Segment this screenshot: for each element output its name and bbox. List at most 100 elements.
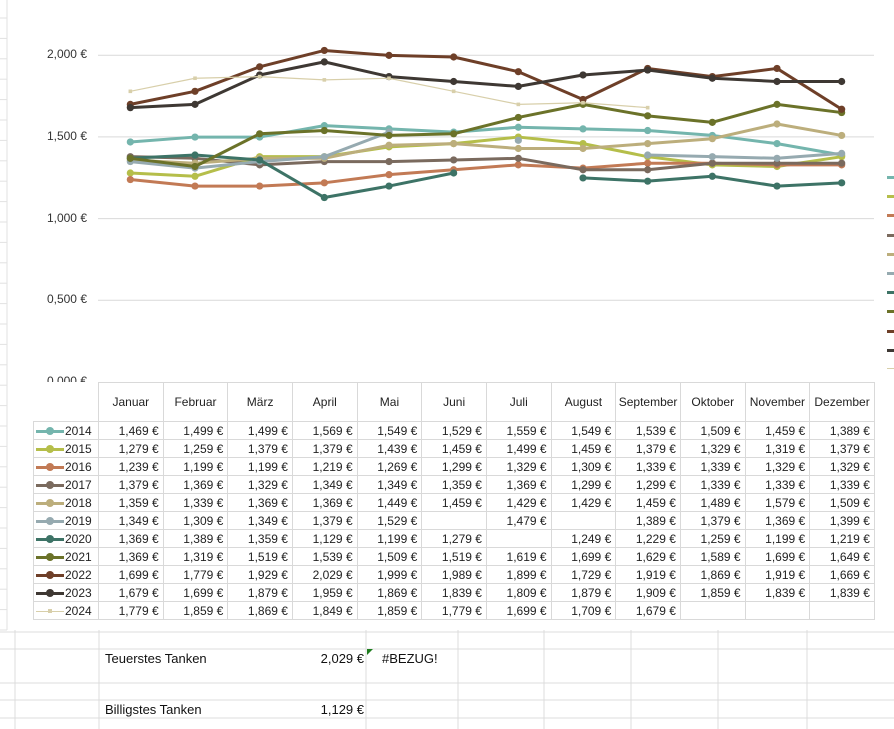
table-cell: 1,929 € <box>227 565 293 584</box>
data-point-2016 <box>320 179 328 187</box>
table-cell: 1,429 € <box>485 493 552 512</box>
table-cell: 1,459 € <box>615 493 681 512</box>
series-name: 2016 <box>65 459 92 474</box>
data-point-2021 <box>708 118 716 126</box>
table-cell: 1,459 € <box>550 439 617 458</box>
data-point-2018 <box>644 139 652 148</box>
data-point-2018 <box>514 144 522 153</box>
table-cell: 1,369 € <box>485 475 552 494</box>
data-point-2024 <box>581 100 585 105</box>
table-cell: 1,319 € <box>744 439 811 458</box>
table-cell: 1,429 € <box>550 493 617 512</box>
most-expensive-label[interactable]: Teuerstes Tanken <box>105 651 207 666</box>
month-header: Juni <box>421 382 487 422</box>
table-cell: 1,459 € <box>744 421 811 440</box>
month-header: Februar <box>162 382 229 422</box>
data-point-2016 <box>385 171 393 179</box>
data-point-2018 <box>579 144 587 153</box>
month-header: November <box>744 382 811 422</box>
data-point-2014 <box>579 125 587 133</box>
table-cell: 1,989 € <box>421 565 487 584</box>
data-point-2017 <box>838 159 846 167</box>
table-cell: 1,959 € <box>291 583 358 602</box>
table-row: 2016 1,239 €1,199 €1,199 €1,219 €1,269 €1… <box>33 457 875 476</box>
data-point-2017 <box>450 156 458 164</box>
table-row: 2020 1,369 €1,389 €1,359 €1,129 €1,199 €1… <box>33 529 875 548</box>
table-cell: 1,379 € <box>615 439 681 458</box>
table-cell: 1,369 € <box>162 475 229 494</box>
table-cell: 1,839 € <box>809 583 875 602</box>
data-point-2023 <box>450 77 458 86</box>
data-point-2014 <box>126 138 134 146</box>
data-point-2023 <box>773 77 781 86</box>
data-point-2022 <box>191 87 199 95</box>
series-name: 2023 <box>65 585 92 600</box>
data-point-2017 <box>385 157 393 166</box>
table-row: 2023 1,679 €1,699 €1,879 €1,959 €1,869 €1… <box>33 583 875 602</box>
table-cell: 1,129 € <box>291 529 358 548</box>
table-cell: 1,569 € <box>291 421 358 440</box>
data-point-2014 <box>773 139 781 148</box>
series-name: 2014 <box>65 423 92 438</box>
legend-entry-2018 <box>887 252 894 256</box>
most-expensive-value[interactable]: 2,029 € <box>320 651 364 666</box>
data-point-2022 <box>256 63 264 71</box>
month-header: Oktober <box>679 382 746 422</box>
data-point-2020 <box>838 179 846 187</box>
legend-entry-2014 <box>887 176 894 179</box>
table-cell: 1,399 € <box>809 511 875 530</box>
table-cell: 1,219 € <box>809 529 875 548</box>
cheapest-label[interactable]: Billigstes Tanken <box>105 702 202 717</box>
series-legend-key: 2021 <box>33 547 99 566</box>
table-cell: 1,229 € <box>615 529 681 548</box>
table-cell: 1,369 € <box>227 493 293 512</box>
table-cell: 1,349 € <box>291 475 358 494</box>
data-point-2016 <box>126 175 134 184</box>
data-point-2020 <box>579 174 587 182</box>
table-cell: 1,389 € <box>615 511 681 530</box>
data-point-2019 <box>514 136 522 144</box>
data-point-2016 <box>191 182 199 190</box>
table-cell: 1,349 € <box>227 511 293 530</box>
table-cell: 1,509 € <box>809 493 875 512</box>
data-point-2014 <box>191 133 199 141</box>
month-header: August <box>550 382 617 422</box>
data-point-2023 <box>838 77 846 86</box>
reference-error-cell[interactable]: #BEZUG! <box>382 651 438 666</box>
series-line-2024 <box>130 76 648 109</box>
data-point-2020 <box>450 169 458 177</box>
legend-swatch <box>36 443 64 455</box>
table-cell: 1,199 € <box>162 457 229 476</box>
table-row: 2018 1,359 €1,339 €1,369 €1,369 €1,449 €1… <box>33 493 875 512</box>
legend-swatch <box>36 587 64 599</box>
data-point-2021 <box>385 131 393 140</box>
data-point-2018 <box>708 135 716 143</box>
table-cell: 1,299 € <box>550 475 617 494</box>
error-indicator-icon <box>367 649 373 655</box>
table-cell: 1,849 € <box>291 601 358 620</box>
data-point-2022 <box>385 51 393 59</box>
table-cell: 1,379 € <box>679 511 746 530</box>
table-cell: 1,619 € <box>485 547 552 566</box>
table-cell: 1,859 € <box>356 601 423 620</box>
series-2024 <box>128 74 650 110</box>
table-cell: 1,199 € <box>227 457 293 476</box>
data-point-2018 <box>838 131 846 140</box>
table-cell: 2,029 € <box>291 565 358 584</box>
data-point-2018 <box>773 120 781 128</box>
table-cell <box>744 601 811 620</box>
table-cell: 1,999 € <box>356 565 423 584</box>
series-name: 2022 <box>65 567 92 582</box>
table-cell: 1,329 € <box>485 457 552 476</box>
cheapest-value[interactable]: 1,129 € <box>320 702 364 717</box>
series-line-2022 <box>130 48 843 111</box>
legend-entry-2015 <box>887 195 894 199</box>
series-line-2021 <box>130 102 842 168</box>
table-cell: 1,579 € <box>744 493 811 512</box>
table-row: 2014 1,469 €1,499 €1,499 €1,569 €1,549 €1… <box>33 421 875 440</box>
table-cell: 1,269 € <box>356 457 423 476</box>
table-cell: 1,699 € <box>744 547 811 566</box>
series-name: 2015 <box>65 441 92 456</box>
legend-entry-2024 <box>887 368 894 369</box>
